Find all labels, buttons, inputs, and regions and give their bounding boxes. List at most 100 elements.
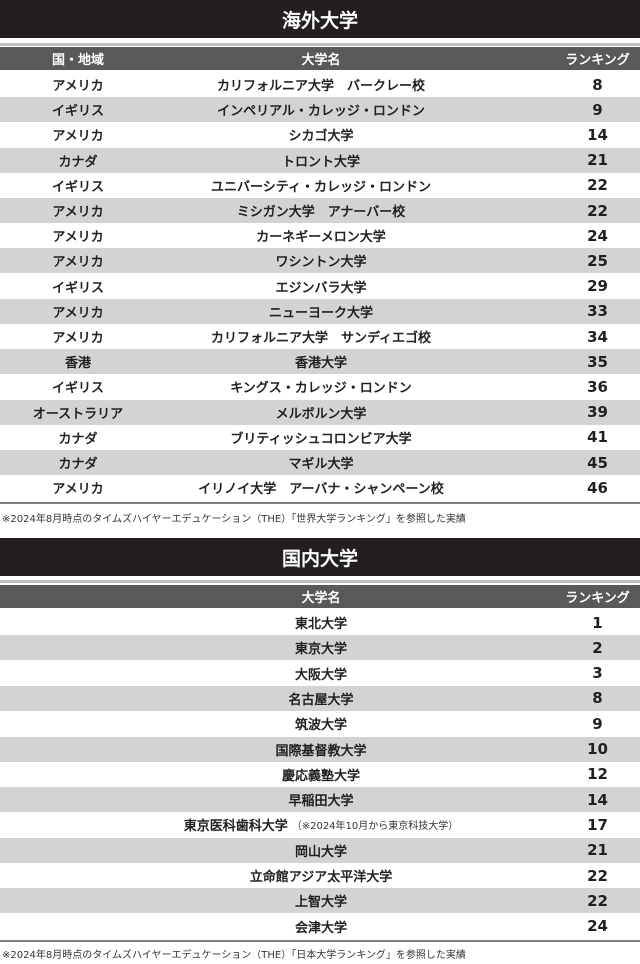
university-name-cell: カリフォルニア大学 バークレー校 [216,79,425,94]
university-name-cell: 東京大学 [156,635,486,660]
rank-cell: 14 [587,790,608,809]
table-row: イギリス キングス・カレッジ・ロンドン 36 [0,374,640,399]
country-cell: アメリカ [52,79,104,94]
rank-cell: 39 [587,403,608,422]
table-row: 国際基督教大学 10 [0,736,640,762]
university-name: 早稲田大学 [288,794,354,810]
university-name: 東京大学 [294,642,347,658]
rank-cell: 46 [587,478,608,497]
table-row: 東京医科歯科大学 （※2024年10月から東京科技大学） 17 [0,812,640,837]
rank-cell: 21 [587,841,608,860]
university-name: 上智大学 [294,895,347,911]
rank-cell: 21 [587,151,608,170]
table-row: イギリス ユニバーシティ・カレッジ・ロンドン 22 [0,173,640,198]
overseas-title: 海外大学 [0,0,640,38]
university-name-cell: カリフォルニア大学 サンディエゴ校 [210,331,432,346]
university-name-cell: インペリアル・カレッジ・ロンドン [217,104,425,120]
country-cell: イギリス [51,381,104,397]
divider [0,43,640,46]
divider [0,940,640,942]
university-name-cell: マギル大学 [288,457,354,472]
rank-cell: 29 [587,277,608,296]
rank-cell: 22 [587,866,608,885]
table-row: カナダ マギル大学 45 [0,450,640,475]
rank-cell: 12 [587,765,608,784]
country-cell: アメリカ [52,255,104,271]
header-rank: ランキング [565,53,630,68]
university-name: 大阪大学 [294,667,347,683]
table-row: 立命館アジア太平洋大学 22 [0,863,640,888]
university-name-cell: 早稲田大学 [156,787,486,812]
rank-cell: 17 [587,815,608,834]
rank-cell: 2 [592,638,603,657]
university-name-cell: 東北大学 [156,610,486,635]
university-name: 筑波大学 [294,718,347,734]
header-name: 大学名 [301,53,341,68]
country-cell: アメリカ [52,331,104,346]
rank-cell: 22 [587,176,608,195]
divider [0,502,640,504]
table-row: アメリカ ミシガン大学 アナーバー校 22 [0,198,640,223]
table-row: アメリカ ワシントン大学 25 [0,248,640,274]
rank-cell: 22 [587,891,608,910]
name-note: （※2024年10月から東京科技大学） [291,821,459,833]
university-name-cell: メルボルン大学 [275,406,367,422]
university-name-cell: 上智大学 [156,888,486,913]
table-row: カナダ トロント大学 21 [0,147,640,173]
university-name-cell: 名古屋大学 [156,686,486,711]
country-cell: アメリカ [52,129,104,145]
table-row: イギリス インペリアル・カレッジ・ロンドン 9 [0,97,640,123]
table-row: アメリカ カーネギーメロン大学 24 [0,223,640,248]
table-row: 岡山大学 21 [0,837,640,863]
table-row: アメリカ カリフォルニア大学 バークレー校 8 [0,72,640,97]
rank-cell: 36 [587,377,608,396]
university-name-cell: 大阪大学 [156,661,486,686]
country-cell: 香港 [64,356,91,372]
university-name-cell: 会津大学 [156,914,486,939]
table-row: アメリカ ニューヨーク大学 33 [0,298,640,324]
header-name: 大学名 [301,591,341,606]
overseas-table-header: 国・地域 大学名 ランキング [0,47,640,70]
table-row: 筑波大学 9 [0,711,640,736]
university-name: 立命館アジア太平洋大学 [249,870,393,885]
rank-cell: 25 [587,251,608,270]
table-row: 東北大学 1 [0,610,640,635]
rank-cell: 8 [592,689,603,708]
rank-cell: 24 [587,917,608,936]
university-name-cell: シカゴ大学 [288,129,354,145]
university-name: 国際基督教大学 [275,743,367,759]
rank-cell: 41 [587,428,608,447]
rank-cell: 10 [587,740,608,758]
table-row: 会津大学 24 [0,914,640,939]
university-name-cell: 岡山大学 [156,838,486,863]
table-row: オーストラリア メルボルン大学 39 [0,399,640,425]
overseas-footnote: ※2024年8月時点のタイムズハイヤーエデュケーション（THE）「世界大学ランキ… [2,514,466,525]
university-name-cell: 筑波大学 [156,711,486,736]
university-name-cell: ユニバーシティ・カレッジ・ロンドン [211,179,431,195]
rank-cell: 8 [592,75,603,94]
university-name: 会津大学 [294,920,347,936]
university-name-cell: 東京医科歯科大学 （※2024年10月から東京科技大学） [156,812,486,837]
university-name-cell: ニューヨーク大学 [268,305,373,321]
table-row: イギリス エジンバラ大学 29 [0,274,640,299]
domestic-title: 国内大学 [0,538,640,576]
country-cell: アメリカ [52,205,104,220]
university-name: 名古屋大学 [288,692,354,708]
rank-cell: 3 [592,664,603,683]
country-cell: カナダ [58,431,98,447]
university-name: 慶応義塾大学 [281,768,360,784]
rank-cell: 34 [587,327,608,346]
table-row: 東京大学 2 [0,635,640,661]
header-country: 国・地域 [51,53,104,68]
rank-cell: 9 [592,714,603,733]
country-cell: アメリカ [52,230,104,246]
rank-cell: 33 [587,302,608,321]
rank-cell: 22 [587,201,608,220]
domestic-footnote: ※2024年8月時点のタイムズハイヤーエデュケーション（THE）「日本大学ランキ… [2,950,466,961]
table-row: アメリカ カリフォルニア大学 サンディエゴ校 34 [0,324,640,349]
rank-cell: 35 [587,352,608,371]
table-row: 名古屋大学 8 [0,685,640,711]
university-name-cell: 慶応義塾大学 [156,762,486,787]
university-name-cell: ミシガン大学 アナーバー校 [236,205,406,220]
divider [0,580,640,583]
